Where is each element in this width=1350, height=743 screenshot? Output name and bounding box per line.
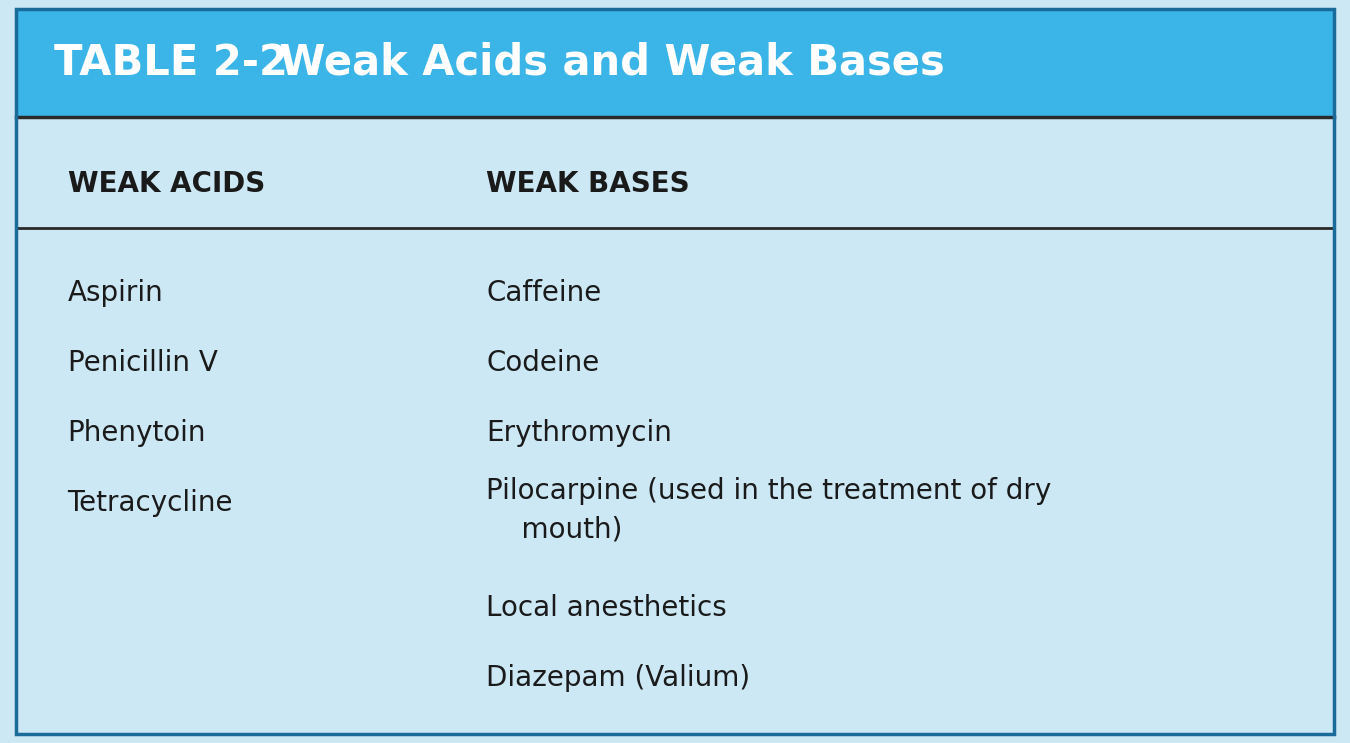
- Text: WEAK ACIDS: WEAK ACIDS: [68, 169, 265, 198]
- Text: Caffeine: Caffeine: [486, 279, 601, 307]
- Text: Diazepam (Valium): Diazepam (Valium): [486, 664, 751, 692]
- Text: Local anesthetics: Local anesthetics: [486, 594, 726, 622]
- Text: Aspirin: Aspirin: [68, 279, 163, 307]
- Text: Pilocarpine (used in the treatment of dry
    mouth): Pilocarpine (used in the treatment of dr…: [486, 476, 1052, 544]
- Text: Erythromycin: Erythromycin: [486, 419, 672, 447]
- Text: Penicillin V: Penicillin V: [68, 349, 217, 377]
- Text: Tetracycline: Tetracycline: [68, 489, 234, 517]
- Text: TABLE 2-2: TABLE 2-2: [54, 42, 288, 84]
- FancyBboxPatch shape: [16, 9, 1334, 117]
- Text: Phenytoin: Phenytoin: [68, 419, 207, 447]
- Text: Codeine: Codeine: [486, 349, 599, 377]
- Text: WEAK BASES: WEAK BASES: [486, 169, 690, 198]
- Text: Weak Acids and Weak Bases: Weak Acids and Weak Bases: [236, 42, 945, 84]
